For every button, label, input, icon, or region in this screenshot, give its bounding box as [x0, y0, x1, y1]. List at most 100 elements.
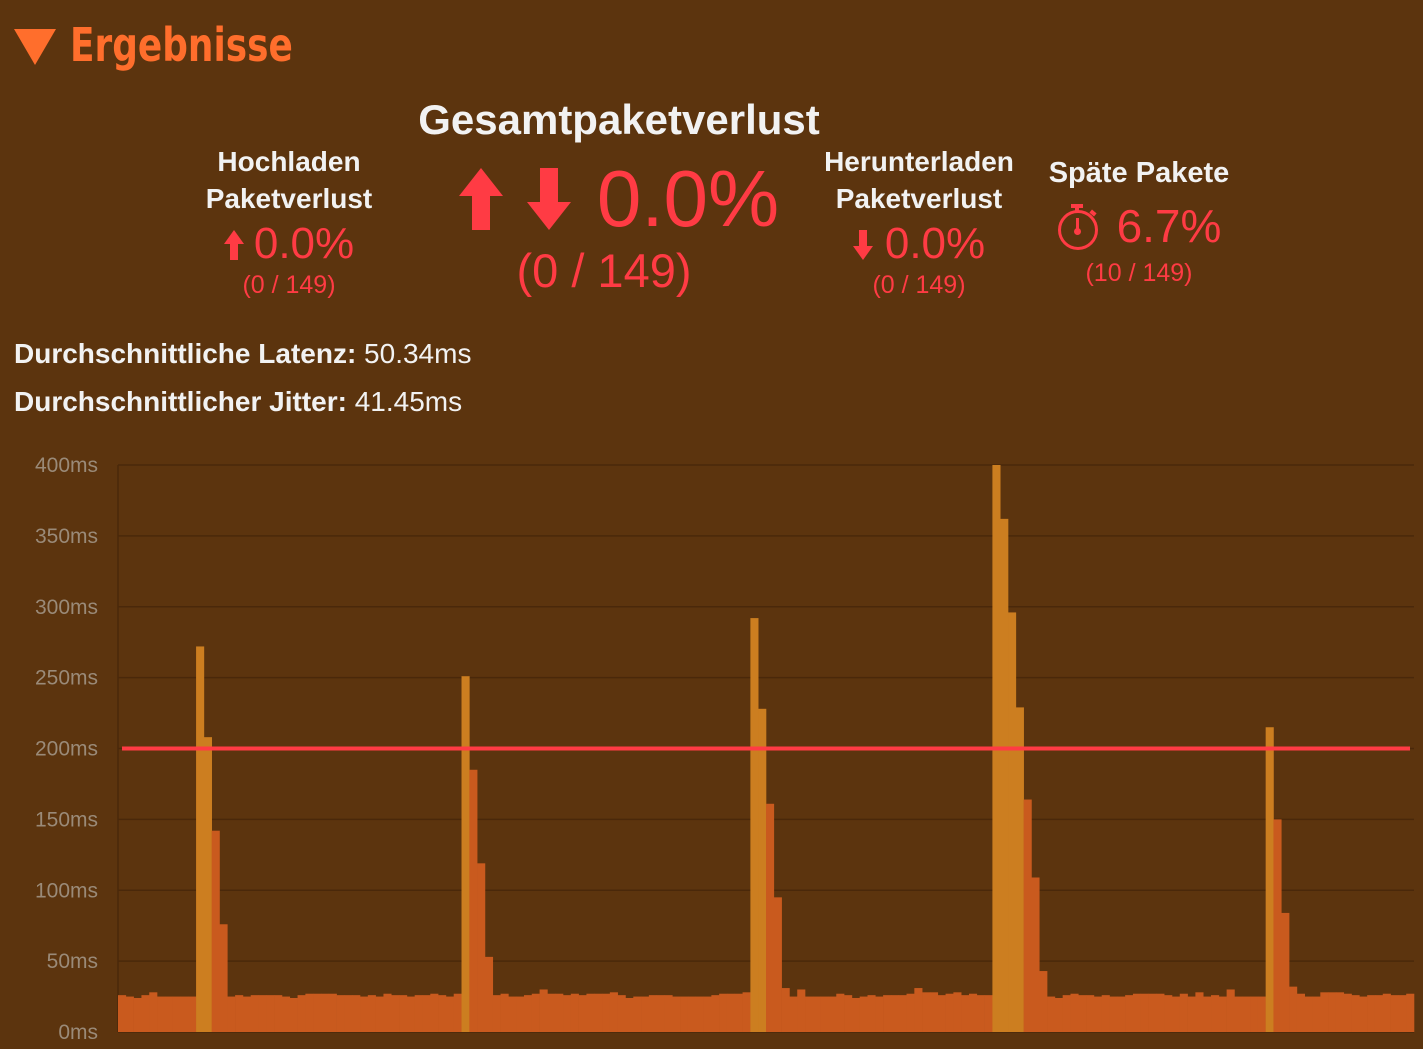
- latency-bar: [1218, 996, 1227, 1032]
- latency-bar: [523, 995, 533, 1032]
- latency-bar: [828, 996, 837, 1032]
- latency-bar: [766, 803, 775, 1032]
- latency-bar: [805, 996, 814, 1032]
- total-loss-value-row: 0.0%: [396, 154, 842, 244]
- avg-latency-value: 50.34ms: [364, 338, 472, 369]
- latency-bar: [797, 989, 806, 1032]
- latency-bar: [906, 993, 915, 1032]
- latency-bar: [1070, 993, 1079, 1032]
- latency-bar: [1281, 912, 1290, 1032]
- late-packets-label: Späte Pakete: [1048, 157, 1230, 189]
- latency-bar: [648, 995, 657, 1032]
- latency-bar: [945, 993, 954, 1032]
- latency-bar: [125, 996, 134, 1032]
- total-loss-count: (0 / 149): [516, 244, 692, 297]
- latency-bar: [453, 993, 462, 1032]
- y-tick-label: 350ms: [35, 525, 98, 548]
- latency-bar: [1234, 996, 1243, 1032]
- latency-bar: [531, 993, 540, 1032]
- latency-bar: [1000, 518, 1009, 1032]
- total-loss-stat: Gesamtpaketverlust 0.0% (0 / 149): [396, 96, 842, 298]
- latency-bar: [320, 993, 330, 1032]
- latency-bar: [1117, 996, 1126, 1032]
- avg-latency: Durchschnittliche Latenz: 50.34ms: [14, 338, 471, 370]
- arrow-down-icon: [852, 230, 873, 260]
- latency-bar: [672, 996, 681, 1032]
- latency-bar: [188, 996, 197, 1032]
- latency-bar: [1054, 997, 1063, 1032]
- late-packets-value: 6.7%: [1116, 200, 1222, 252]
- arrow-down-large-icon: [526, 168, 571, 230]
- latency-bar: [859, 996, 868, 1032]
- late-packets-count: (10 / 149): [1085, 259, 1193, 287]
- latency-bar: [968, 993, 978, 1032]
- results-toggle[interactable]: Ergebnisse: [14, 18, 356, 72]
- latency-bar: [352, 995, 361, 1032]
- upload-loss-value: 0.0%: [253, 219, 355, 268]
- latency-bar: [976, 995, 985, 1032]
- latency-bar: [516, 996, 525, 1032]
- latency-bar: [1398, 995, 1407, 1032]
- latency-bar: [555, 993, 564, 1032]
- latency-bar: [391, 995, 400, 1032]
- upload-loss-count: (0 / 149): [242, 271, 336, 299]
- latency-bar: [961, 995, 970, 1032]
- latency-bar: [305, 993, 314, 1032]
- latency-bar: [266, 995, 275, 1032]
- latency-bar: [633, 996, 642, 1032]
- latency-bar: [1250, 996, 1259, 1032]
- y-tick-label: 150ms: [35, 808, 98, 831]
- latency-bar: [594, 993, 603, 1032]
- latency-bar: [422, 995, 431, 1032]
- latency-bar: [734, 993, 743, 1032]
- latency-bar: [656, 995, 665, 1032]
- y-tick-label: 250ms: [35, 667, 98, 690]
- latency-bar: [695, 996, 704, 1032]
- latency-bar: [883, 995, 892, 1032]
- latency-bar: [414, 995, 423, 1032]
- latency-bar: [1125, 995, 1134, 1032]
- latency-bar: [789, 996, 798, 1032]
- latency-bar: [430, 993, 439, 1032]
- latency-bar: [1086, 995, 1095, 1032]
- latency-bar: [1171, 996, 1181, 1032]
- latency-bar: [617, 995, 626, 1032]
- latency-bar: [1374, 995, 1384, 1032]
- latency-bar: [1382, 993, 1391, 1032]
- latency-bar: [851, 997, 860, 1032]
- latency-bar: [750, 618, 759, 1032]
- latency-bar: [508, 996, 517, 1032]
- latency-bar: [281, 996, 291, 1032]
- latency-bar: [1164, 995, 1173, 1032]
- latency-bar: [937, 995, 946, 1032]
- latency-bar: [1406, 993, 1415, 1032]
- latency-bar: [563, 995, 572, 1032]
- latency-bar: [445, 996, 455, 1032]
- latency-bar: [274, 995, 283, 1032]
- y-tick-label: 300ms: [35, 596, 98, 619]
- latency-bar: [1039, 971, 1048, 1032]
- latency-bar: [360, 996, 369, 1032]
- late-packets-stat: Späte Pakete 6.7% (10 / 149): [1036, 155, 1242, 288]
- avg-jitter-label: Durchschnittlicher Jitter:: [14, 386, 347, 417]
- latency-bar: [1203, 996, 1212, 1032]
- latency-bar: [929, 992, 939, 1032]
- download-loss-value: 0.0%: [884, 219, 986, 268]
- latency-bar: [469, 769, 478, 1032]
- download-label-line1: Herunterladen: [824, 146, 1014, 177]
- latency-bar: [890, 995, 900, 1032]
- y-tick-label: 200ms: [35, 738, 98, 761]
- latency-bar: [844, 995, 853, 1032]
- latency-bar: [812, 996, 821, 1032]
- latency-bar: [1312, 996, 1321, 1032]
- latency-bar: [242, 996, 252, 1032]
- latency-bar: [836, 993, 845, 1032]
- latency-bar: [406, 996, 415, 1032]
- total-loss-label: Gesamtpaketverlust: [418, 96, 820, 143]
- latency-bar: [1101, 995, 1110, 1032]
- latency-bar: [500, 993, 509, 1032]
- download-loss-value-row: 0.0%: [806, 218, 1032, 270]
- latency-bar: [602, 993, 611, 1032]
- latency-bar: [1132, 993, 1142, 1032]
- upload-label-line2: Paketverlust: [205, 183, 373, 214]
